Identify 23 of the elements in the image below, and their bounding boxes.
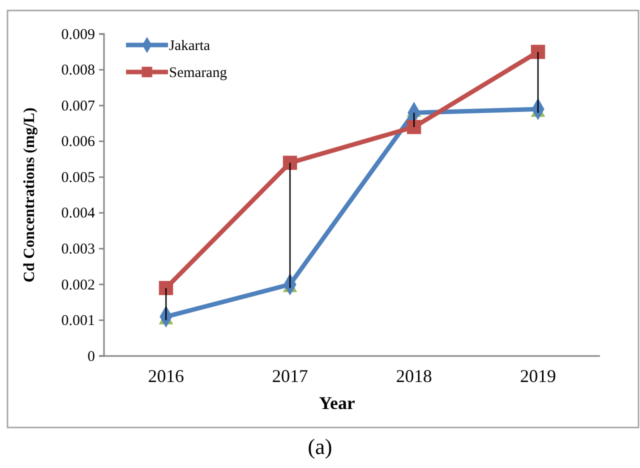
y-tick-label: 0.006 (61, 134, 96, 150)
y-tick-label: 0 (88, 348, 95, 365)
y-tick-label: 0.002 (61, 277, 95, 294)
y-tick-label: 0.003 (61, 241, 95, 258)
text: (a) (308, 434, 332, 459)
point (530, 44, 546, 59)
x-axis-title: Year (319, 393, 355, 413)
point (158, 280, 174, 296)
y-tick-label: 0.001 (61, 313, 95, 330)
point (282, 156, 298, 170)
x-tick-label: 2017 (272, 366, 308, 386)
y-tick-label: 0.005 (61, 170, 95, 186)
legend-label: Semarang (169, 65, 227, 81)
x-tick-label: 2018 (396, 366, 432, 386)
y-axis-title: Cd Concentrations (mg/L) (21, 108, 38, 282)
y-tick-label: 0.009 (61, 26, 95, 43)
y-tick-label: 0.008 (61, 62, 95, 79)
x-tick-label: 2019 (520, 366, 556, 386)
y-tick-label: 0.007 (61, 98, 96, 114)
y-tick-label: 0.004 (61, 206, 96, 222)
point (406, 120, 422, 134)
x-tick-label: 2016 (148, 366, 184, 386)
legend-label: Jakarta (169, 38, 211, 54)
